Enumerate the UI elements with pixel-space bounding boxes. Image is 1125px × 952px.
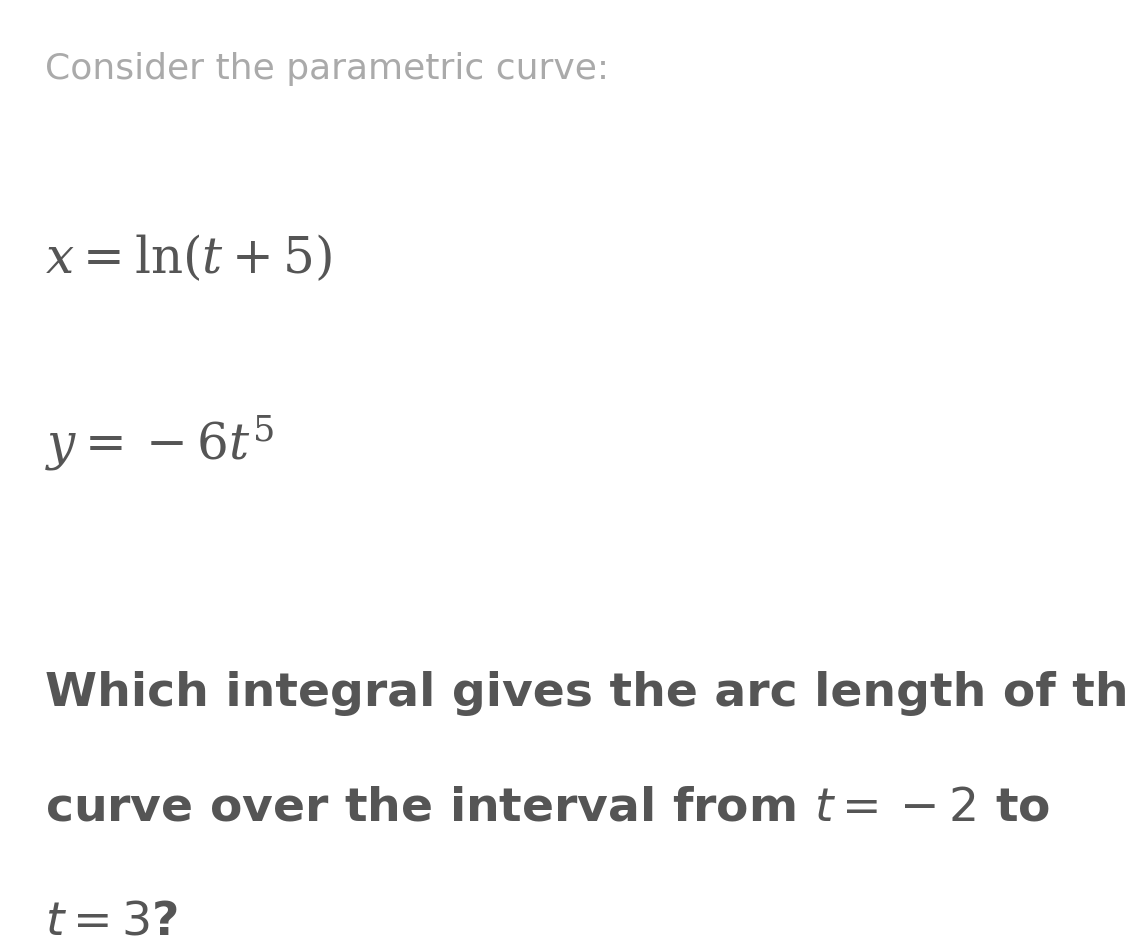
Text: $x = \mathrm{ln}(t + 5)$: $x = \mathrm{ln}(t + 5)$	[45, 233, 332, 284]
Text: $t = 3$?: $t = 3$?	[45, 900, 178, 944]
Text: Consider the parametric curve:: Consider the parametric curve:	[45, 52, 609, 87]
Text: $y = -6t^5$: $y = -6t^5$	[45, 414, 273, 473]
Text: curve over the interval from $t = -2$ to: curve over the interval from $t = -2$ to	[45, 785, 1050, 830]
Text: Which integral gives the arc length of the: Which integral gives the arc length of t…	[45, 671, 1125, 716]
